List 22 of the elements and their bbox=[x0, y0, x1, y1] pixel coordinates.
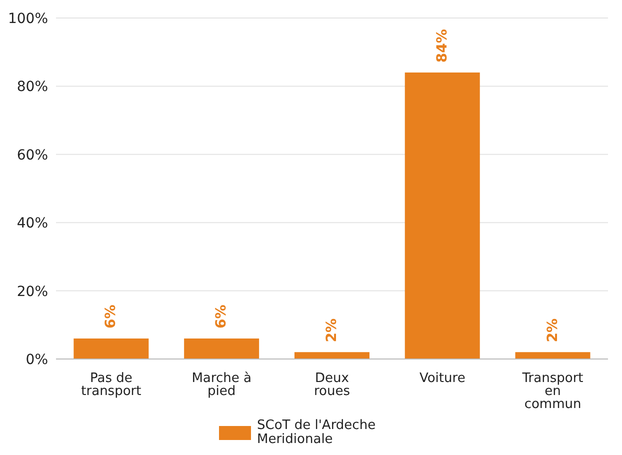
x-tick-label: Marche à pied bbox=[192, 371, 252, 400]
x-tick-label: Pas de transport bbox=[81, 371, 142, 400]
bar bbox=[404, 72, 480, 359]
bar bbox=[74, 338, 149, 359]
bar bbox=[515, 352, 590, 359]
y-tick-label: 60% bbox=[16, 147, 48, 164]
legend-label: SCoT de l'Ardeche Meridionale bbox=[257, 418, 377, 447]
x-tick-label: Voiture bbox=[419, 371, 466, 386]
bar bbox=[294, 352, 370, 359]
y-tick-label: 0% bbox=[26, 352, 48, 368]
bar bbox=[184, 338, 260, 359]
y-tick-label: 20% bbox=[16, 284, 48, 300]
text: 6% bbox=[214, 304, 230, 329]
text: 2% bbox=[324, 318, 340, 342]
text: 2% bbox=[544, 318, 561, 342]
y-tick-label: 80% bbox=[16, 79, 48, 96]
y-tick-label: 100% bbox=[8, 10, 48, 27]
text: 84% bbox=[434, 29, 450, 63]
x-tick-label: Deux roues bbox=[314, 371, 350, 400]
text: 6% bbox=[103, 304, 120, 329]
y-tick-label: 40% bbox=[16, 216, 48, 232]
x-tick-label: Transport en commun bbox=[521, 371, 584, 412]
